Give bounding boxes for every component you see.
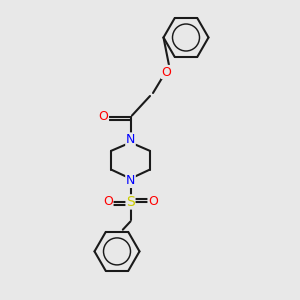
Text: N: N <box>126 174 135 188</box>
Text: O: O <box>103 195 113 208</box>
Text: S: S <box>126 195 135 209</box>
Text: O: O <box>162 65 171 79</box>
Text: O: O <box>99 110 108 124</box>
Text: N: N <box>126 133 135 146</box>
Text: O: O <box>148 195 158 208</box>
